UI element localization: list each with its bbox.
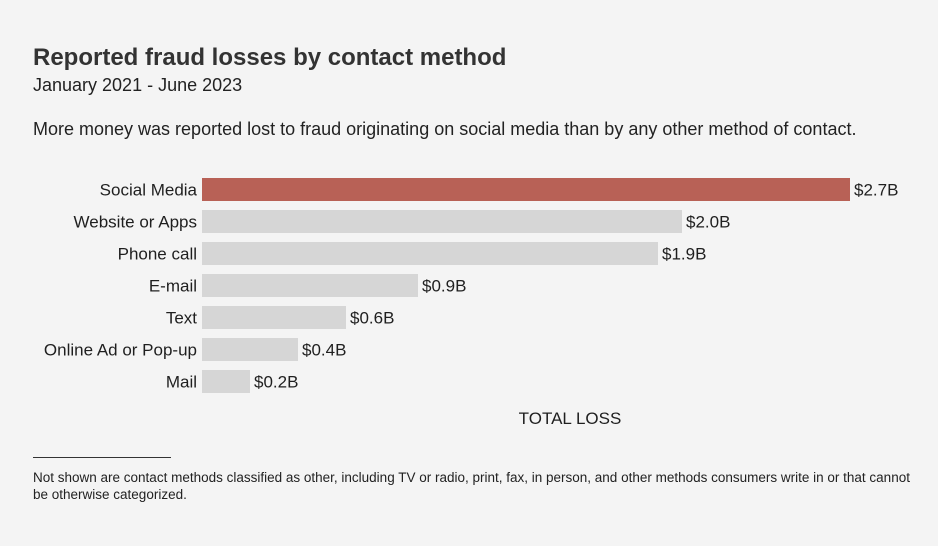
- bar-website-or-apps: [202, 210, 682, 233]
- category-label-mail: Mail: [166, 373, 197, 392]
- bar-chart: Social Media $2.7B Website or Apps $2.0B Pho…: [44, 178, 898, 428]
- category-label-phone-call: Phone call: [118, 245, 197, 264]
- category-label-text: Text: [166, 309, 197, 328]
- bar-text: [202, 306, 346, 329]
- value-label-e-mail: $0.9B: [422, 277, 466, 296]
- chart-title: Reported fraud losses by contact method: [33, 44, 507, 71]
- value-label-phone-call: $1.9B: [662, 245, 706, 264]
- chart-description: More money was reported lost to fraud or…: [33, 119, 857, 139]
- bar-online-ad-or-pop-up: [202, 338, 298, 361]
- bar-mail: [202, 370, 250, 393]
- value-label-social-media: $2.7B: [854, 181, 898, 200]
- value-label-online-ad-or-pop-up: $0.4B: [302, 341, 346, 360]
- bars-group: Social Media $2.7B Website or Apps $2.0B Pho…: [44, 178, 898, 393]
- bar-social-media: [202, 178, 850, 201]
- x-axis-label: TOTAL LOSS: [519, 409, 622, 428]
- footnote: Not shown are contact methods classified…: [33, 470, 910, 502]
- category-label-online-ad-or-pop-up: Online Ad or Pop-up: [44, 341, 197, 360]
- footnote-divider: [33, 457, 171, 458]
- value-label-website-or-apps: $2.0B: [686, 213, 730, 232]
- category-label-e-mail: E-mail: [149, 277, 197, 296]
- value-label-mail: $0.2B: [254, 373, 298, 392]
- bar-e-mail: [202, 274, 418, 297]
- bar-phone-call: [202, 242, 658, 265]
- chart-subtitle: January 2021 - June 2023: [33, 75, 243, 95]
- category-label-social-media: Social Media: [100, 181, 198, 200]
- value-label-text: $0.6B: [350, 309, 394, 328]
- category-label-website-or-apps: Website or Apps: [74, 213, 197, 232]
